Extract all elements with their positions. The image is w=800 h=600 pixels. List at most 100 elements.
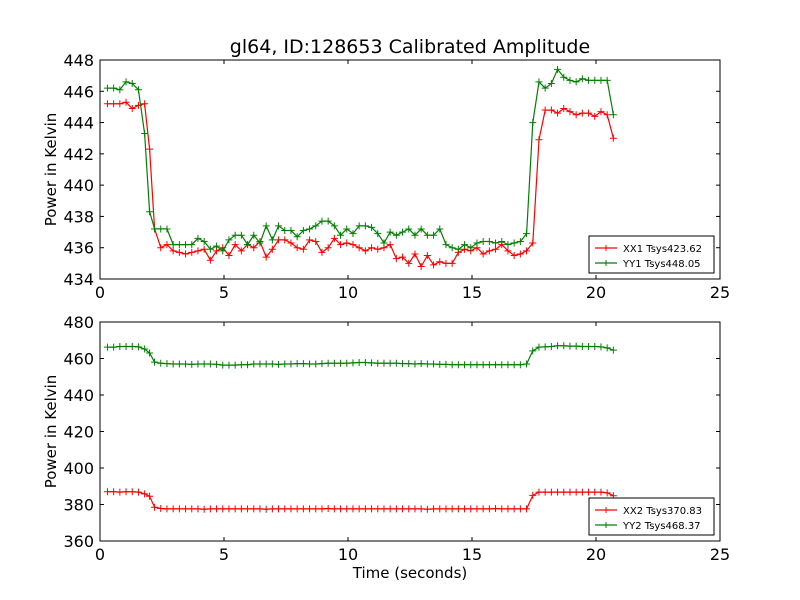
data-point [188,248,196,256]
data-point [110,488,118,496]
data-point [473,505,481,513]
data-point [498,361,506,369]
data-point [225,505,233,513]
data-point [454,361,462,369]
data-point [103,343,111,351]
data-point [572,78,580,86]
legend-entry-2: YY2 Tsys468.37 [595,521,701,532]
data-point [268,245,276,253]
data-point [206,360,214,368]
data-point [436,505,444,513]
data-point [349,241,357,249]
data-point [516,361,524,369]
data-point [535,78,543,86]
data-point [541,343,549,351]
data-point [609,111,617,119]
data-point [110,343,118,351]
x-tick-label: 0 [95,283,105,302]
y-tick-label: 448 [63,51,94,70]
data-point [411,360,419,368]
data-point [116,100,124,108]
data-point [206,505,214,513]
data-point [169,241,177,249]
data-point [151,358,159,366]
data-point [417,225,425,233]
data-point [516,250,524,258]
y-tick-label: 380 [63,496,94,515]
data-point [368,223,376,231]
data-point [141,490,149,498]
data-point [312,505,320,513]
data-point [182,360,190,368]
data-point [182,505,190,513]
data-point [423,360,431,368]
legend-box [588,497,715,536]
y-tick-label: 440 [63,176,94,195]
data-point [423,231,431,239]
data-point [535,488,543,496]
data-point [498,505,506,513]
data-point [411,505,419,513]
data-point [275,222,283,230]
data-point [355,222,363,230]
data-point [467,361,475,369]
data-point [281,505,289,513]
data-point [566,488,574,496]
data-point [151,503,159,511]
legend-entry-1: XX2 Tsys370.83 [595,506,702,517]
data-point [392,231,400,239]
data-point [169,505,177,513]
y-tick-label: 446 [63,82,94,101]
data-point [417,262,425,270]
data-point [157,225,165,233]
y-axis-label: Power in Kelvin [42,113,60,227]
data-point [262,253,270,261]
data-point [244,505,252,513]
data-point [213,360,221,368]
data-point [128,342,136,350]
data-point [547,488,555,496]
data-point [175,241,183,249]
data-point [146,492,154,500]
data-point [324,359,332,367]
data-point [250,505,258,513]
series-1 [103,488,617,513]
data-point [163,360,171,368]
data-point [609,134,617,142]
y-tick-label: 434 [63,270,94,289]
data-point [572,111,580,119]
data-point [293,360,301,368]
data-point [312,360,320,368]
data-point [188,241,196,249]
data-point [492,505,500,513]
data-point [485,237,493,245]
data-point [287,505,295,513]
data-point [374,245,382,253]
data-point [355,359,363,367]
y-tick-label: 400 [63,459,94,478]
data-point [386,241,394,249]
data-point [541,106,549,114]
data-point [423,505,431,513]
data-point [306,225,314,233]
chart-title: gl64, ID:128653 Calibrated Amplitude [230,36,590,58]
data-point [442,505,450,513]
data-point [436,258,444,266]
data-point [103,100,111,108]
data-point [547,79,555,87]
data-point [361,222,369,230]
data-point [578,75,586,83]
data-point [516,237,524,245]
data-point [585,109,593,117]
data-point [128,104,136,112]
data-point [392,255,400,263]
data-point [603,344,611,352]
legend-marker [603,507,609,513]
data-point [566,342,574,350]
data-point [275,360,283,368]
data-point [603,111,611,119]
data-point [219,361,227,369]
data-point [122,98,130,106]
data-point [467,505,475,513]
data-point [547,106,555,114]
